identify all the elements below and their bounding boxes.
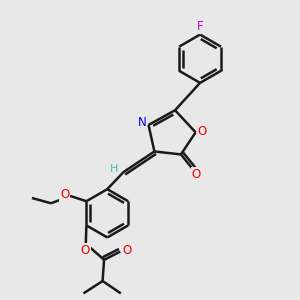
Text: O: O [122,244,131,256]
Text: O: O [60,188,70,201]
Text: O: O [81,244,90,256]
Text: F: F [197,20,203,33]
Text: H: H [110,164,118,173]
Text: O: O [192,168,201,181]
Text: N: N [138,116,146,129]
Text: O: O [197,125,207,138]
